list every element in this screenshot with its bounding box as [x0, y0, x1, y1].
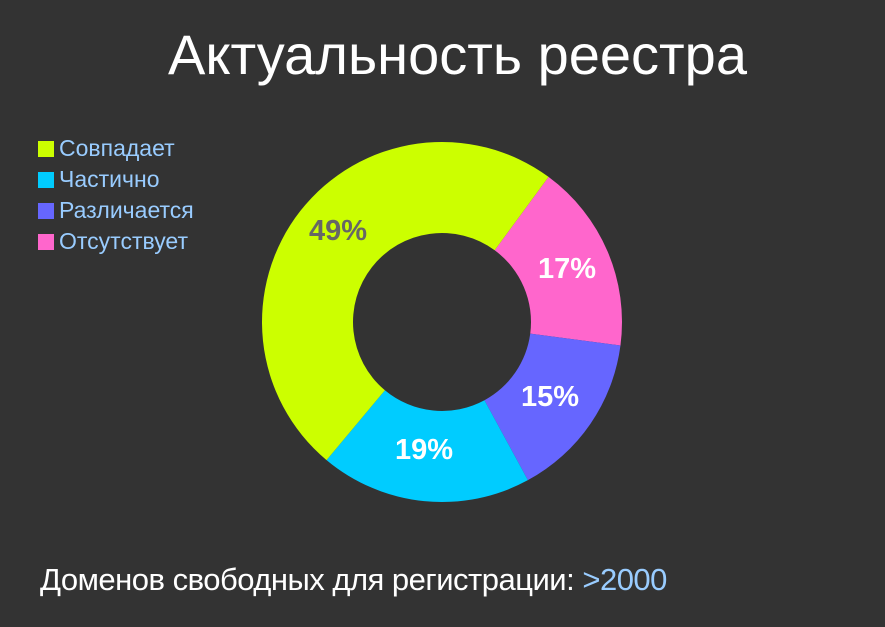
donut-labels: 49% 19% 15% 17%	[309, 215, 596, 466]
segment-value-label: 15%	[521, 381, 579, 413]
legend-swatch	[38, 171, 54, 188]
legend-swatch	[38, 202, 54, 219]
legend-item-match: Совпадает	[38, 133, 194, 164]
legend-label: Отсутствует	[59, 228, 188, 254]
footer-value: >2000	[582, 562, 667, 597]
legend-label: Различается	[59, 197, 194, 223]
segment-value-label: 19%	[395, 434, 453, 466]
legend-item-partial: Частично	[38, 164, 194, 195]
chart-title: Актуальность реестра	[168, 23, 747, 86]
legend: Совпадает Частично Различается Отсутству…	[38, 133, 194, 257]
segment-value-label: 49%	[309, 215, 367, 247]
footer-note: Доменов свободных для регистрации: >2000	[40, 562, 667, 598]
legend-label: Совпадает	[59, 135, 175, 161]
segment-value-label: 17%	[538, 253, 596, 285]
legend-item-missing: Отсутствует	[38, 226, 194, 257]
footer-label: Доменов свободных для регистрации:	[40, 562, 575, 597]
donut-segments	[262, 142, 622, 503]
segment-match	[262, 142, 549, 461]
segment-partial	[326, 390, 528, 503]
legend-label: Частично	[59, 166, 160, 192]
legend-swatch	[38, 140, 54, 157]
segment-differs	[484, 333, 621, 481]
legend-swatch	[38, 233, 54, 250]
segment-missing	[494, 176, 622, 346]
legend-item-differs: Различается	[38, 195, 194, 226]
